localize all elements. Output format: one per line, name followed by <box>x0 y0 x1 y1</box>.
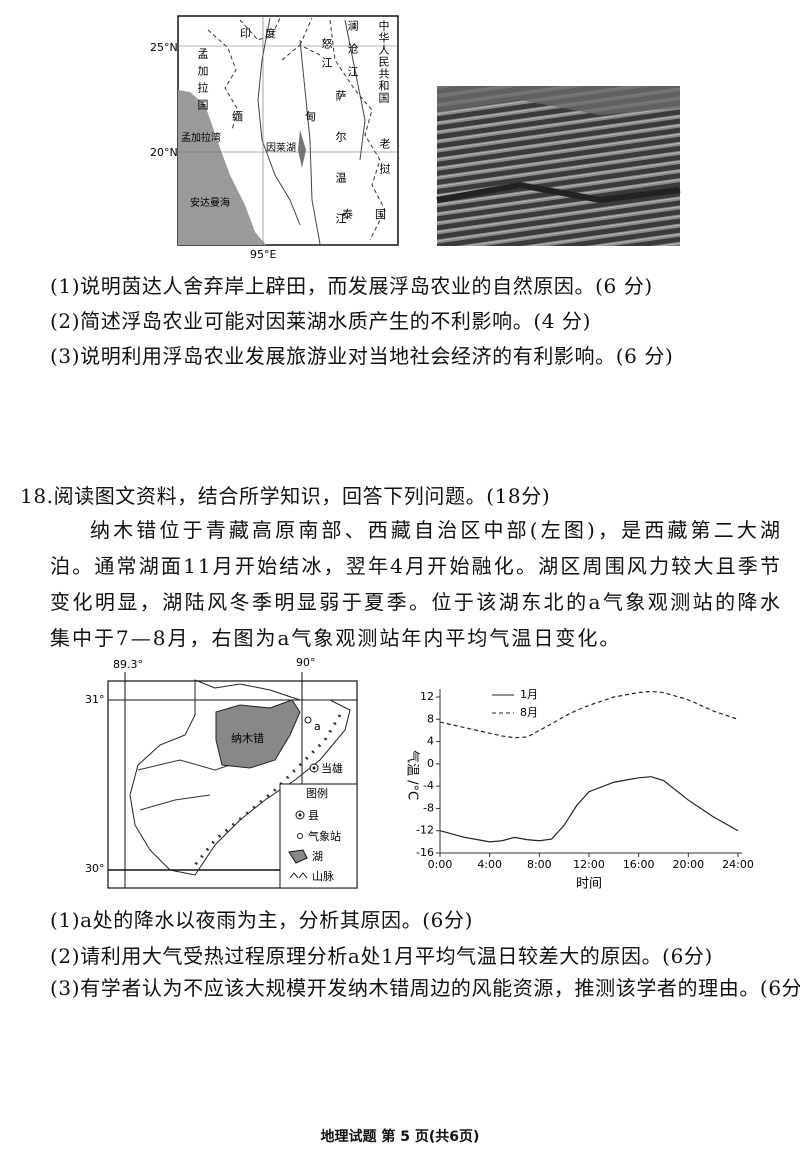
legend-title: 图例 <box>306 786 328 800</box>
map-label: 怒江 <box>320 37 333 76</box>
x-tick-label: 0:00 <box>428 858 453 871</box>
map-label: 萨尔温江 <box>334 90 347 254</box>
subquestion: (1)a处的降水以夜雨为主，分析其原因。(6分) <box>50 908 473 932</box>
temperature-chart: 12 8 4 0 -4 -8 -12 -160:00 4:00 8:00 12:00 16:00 20:… <box>405 688 754 892</box>
x-tick-label: 20:00 <box>672 858 704 871</box>
photo-floating-farms <box>436 86 681 246</box>
map-label: 澜沧江 <box>346 19 359 89</box>
y-tick-label: 8 <box>427 712 434 725</box>
map-label: 孟加拉湾 <box>181 131 221 144</box>
x-tick-label: 4:00 <box>477 858 502 871</box>
map-label: 印度 <box>240 26 290 40</box>
map-label: 孟加拉国 <box>196 48 209 116</box>
y-axis-label: 气温 /°C <box>405 750 421 800</box>
series-line <box>439 776 739 843</box>
legend-label: 县 <box>308 809 319 822</box>
lat-label: 20°N <box>150 146 178 159</box>
subquestion: (2)简述浮岛农业可能对因莱湖水质产生的不利影响。(4 分) <box>50 309 592 333</box>
map-label: 老挝 <box>378 138 391 188</box>
legend-label: 气象站 <box>308 829 341 843</box>
myanmar-map: 25°N 20°N 95°E 印度 孟加拉国 孟加拉湾 缅甸 因莱湖 安达曼海 … <box>150 15 408 261</box>
material-paragraph: 纳木错位于青藏高原南部、西藏自治区中部(左图)，是西藏第二大湖泊。通常湖面11月… <box>50 518 782 650</box>
namco-map: 89.3° 90° 31° 30° 纳木错 a 当雄 图例 县 气象站 湖 山脉 <box>85 656 358 889</box>
map-label: 因莱湖 <box>266 142 296 154</box>
x-tick-label: 24:00 <box>722 858 754 871</box>
y-tick-label: 4 <box>427 735 434 748</box>
x-axis-label: 时间 <box>576 877 602 892</box>
legend-label: 湖 <box>312 850 323 863</box>
map-label: 安达曼海 <box>190 196 230 209</box>
legend-label: 8月 <box>520 706 538 719</box>
map-label: 纳木错 <box>231 731 264 745</box>
footer: 地理试题 第 5 页(共6页) <box>320 1129 480 1145</box>
lat-label: 31° <box>85 693 105 706</box>
x-tick-label: 8:00 <box>527 858 552 871</box>
subquestion: (3)有学者认为不应该大规模开发纳木错周边的风能资源，推测该学者的理由。(6分) <box>50 976 800 1000</box>
legend-label: 1月 <box>520 688 538 701</box>
question-prompt: 18.阅读图文资料，结合所学知识，回答下列问题。(18分) <box>20 484 551 508</box>
y-tick-label: -16 <box>416 846 434 859</box>
lat-label: 25°N <box>150 41 178 54</box>
series-line <box>439 690 739 739</box>
y-tick-label: 12 <box>420 690 434 703</box>
y-tick-label: -4 <box>423 779 434 792</box>
subquestion: (2)请利用大气受热过程原理分析a处1月平均气温日较差大的原因。(6分) <box>50 944 713 968</box>
y-tick-label: -12 <box>416 824 434 837</box>
x-tick-label: 12:00 <box>573 858 605 871</box>
lat-label: 30° <box>85 862 105 875</box>
map-label: a <box>314 720 321 733</box>
map-label: 泰国 <box>342 207 408 221</box>
map-label: 中华人民共和国 <box>377 20 390 104</box>
subquestion: (3)说明利用浮岛农业发展旅游业对当地社会经济的有利影响。(6 分) <box>50 344 674 368</box>
lon-label: 90° <box>296 656 316 669</box>
map-label: 当雄 <box>321 761 343 775</box>
y-tick-label: 0 <box>427 757 434 770</box>
lon-label: 89.3° <box>113 658 143 671</box>
subquestion: (1)说明茵达人舍弃岸上辟田，而发展浮岛农业的自然原因。(6 分) <box>50 274 653 298</box>
lon-label: 95°E <box>250 248 276 261</box>
map-label: 缅甸 <box>232 109 378 123</box>
y-tick-label: -8 <box>423 801 434 814</box>
legend-label: 山脉 <box>312 869 334 883</box>
x-tick-label: 16:00 <box>623 858 655 871</box>
